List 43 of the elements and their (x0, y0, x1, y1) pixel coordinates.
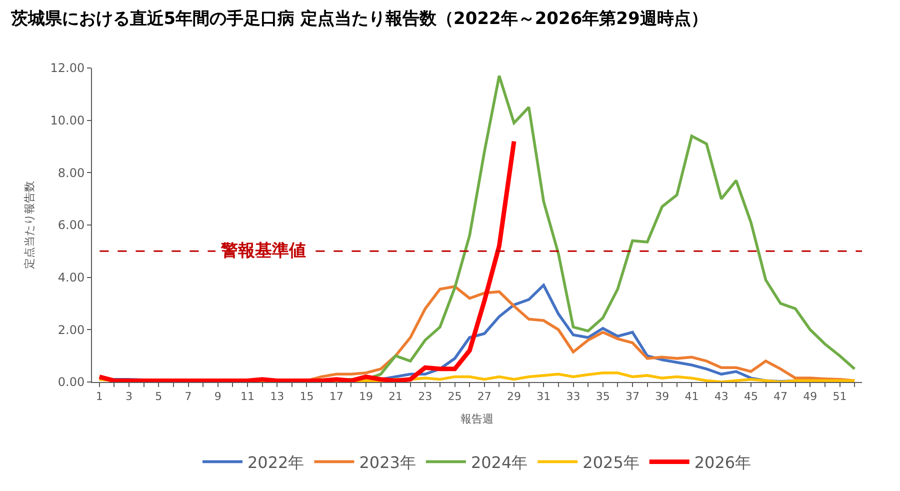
legend-label: 2026年 (694, 452, 752, 472)
x-tick-label: 23 (418, 390, 432, 404)
x-tick-label: 43 (714, 390, 728, 404)
x-axis-title: 報告週 (460, 412, 494, 426)
legend-label: 2024年 (470, 452, 528, 472)
x-tick-label: 9 (214, 390, 222, 404)
y-tick-label: 12.00 (50, 61, 85, 76)
y-tick-label: 0.00 (58, 375, 85, 390)
y-tick-label: 2.00 (58, 322, 85, 337)
x-tick-label: 7 (184, 390, 192, 404)
x-tick-label: 33 (566, 390, 580, 404)
x-tick-label: 5 (155, 390, 162, 404)
x-tick-label: 27 (477, 390, 492, 404)
x-tick-label: 49 (803, 390, 818, 404)
x-tick-label: 13 (270, 390, 284, 404)
x-tick-label: 35 (596, 390, 610, 404)
x-tick-label: 19 (358, 390, 373, 404)
x-tick-label: 45 (744, 390, 758, 404)
legend-label: 2023年 (359, 452, 416, 472)
y-tick-label: 6.00 (58, 218, 85, 232)
y-tick-label: 8.00 (58, 166, 85, 180)
x-tick-label: 51 (832, 390, 847, 404)
x-tick-label: 41 (684, 390, 699, 404)
x-tick-label: 25 (448, 390, 462, 404)
x-tick-label: 17 (329, 390, 344, 404)
x-tick-label: 11 (240, 390, 254, 404)
x-tick-label: 37 (625, 390, 640, 404)
y-tick-label: 4.00 (58, 270, 85, 285)
x-tick-label: 1 (96, 390, 103, 404)
y-axis-title: 定点当たり報告数 (22, 181, 36, 269)
x-tick-label: 31 (536, 390, 551, 404)
x-tick-label: 29 (507, 390, 522, 404)
chart-title: 茨城県における直近5年間の手足口病 定点当たり報告数（2022年～2026年第29週時点） (10, 9, 708, 30)
x-tick-label: 39 (655, 390, 670, 404)
x-tick-label: 15 (300, 390, 314, 404)
y-tick-label: 10.00 (50, 114, 85, 128)
x-tick-label: 47 (774, 390, 788, 404)
legend-label: 2022年 (248, 452, 304, 472)
x-tick-label: 21 (388, 390, 403, 404)
x-tick-label: 3 (126, 390, 133, 404)
line-series (97, 139, 516, 382)
legend-label: 2025年 (582, 452, 640, 472)
ref-line-label: 警報基準値 (220, 241, 306, 261)
